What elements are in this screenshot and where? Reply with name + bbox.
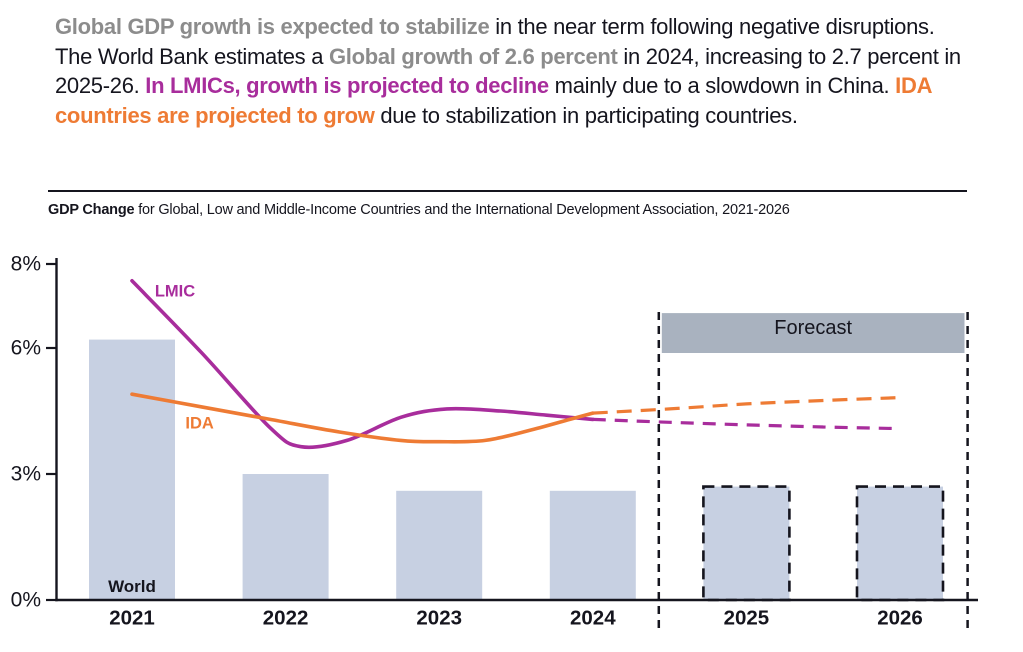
forecast-band (661, 313, 965, 353)
lmic-line-solid (130, 279, 595, 450)
forecast-bar-2025 (702, 485, 791, 602)
lmic-line-projection (592, 417, 901, 431)
gdp-chart: Forecast LMIC IDA World 0% 3% 6% 8% 2021 2022 2023… (0, 242, 1023, 652)
intro-highlight-stabilize: Global GDP growth is expected to stabili… (55, 14, 490, 39)
year-label-2021: 2021 (109, 607, 155, 630)
bar-2021 (89, 339, 175, 600)
ida-line-projection (592, 396, 901, 415)
year-label-2025: 2025 (724, 607, 770, 630)
chart-subtitle-lead: GDP Change (48, 202, 135, 218)
year-label-2023: 2023 (416, 607, 462, 630)
divider-line (48, 190, 967, 192)
intro-text-4: due to stabilization in participating co… (374, 102, 798, 128)
chart-subtitle-rest: for Global, Low and Middle-Income Countr… (134, 202, 790, 218)
chart-subtitle: GDP Change for Global, Low and Middle-In… (48, 202, 978, 218)
chart-canvas: Forecast LMIC IDA World 0% 3% 6% 8% 2021 2022 2023… (11, 253, 978, 630)
y-tick-label-3: 3% (11, 463, 41, 486)
intro-text-3: mainly due to a slowdown in China. (548, 73, 896, 98)
y-tick-label-6: 6% (11, 337, 41, 360)
bar-2022 (242, 474, 329, 600)
forecast-bar-2026 (855, 485, 945, 602)
forecast-label: Forecast (774, 317, 852, 339)
year-label-2024: 2024 (570, 607, 616, 630)
ida-label: IDA (185, 415, 214, 433)
ida-line-solid (130, 392, 595, 444)
intro-highlight-global-growth: Global growth of 2.6 percent (328, 43, 618, 69)
intro-highlight-lmic: In LMICs, growth is projected to decline (145, 73, 549, 98)
year-label-2026: 2026 (877, 607, 923, 630)
y-tick-label-0: 0% (11, 589, 41, 612)
intro-highlight-ida: IDA countries are projected to grow (55, 73, 932, 128)
intro-paragraph: Global GDP growth is expected to stabili… (55, 12, 971, 130)
lmic-label: LMIC (155, 282, 195, 300)
year-label-2022: 2022 (263, 607, 309, 630)
bar-2023 (396, 490, 483, 600)
intro-text-2: in 2024, increasing to 2.7 percent in 20… (55, 43, 961, 99)
bar-2024 (549, 490, 636, 600)
intro-text-1: in the near term following negative disr… (55, 14, 935, 69)
y-tick-label-8: 8% (11, 253, 41, 276)
world-bar-label: World (108, 577, 156, 596)
